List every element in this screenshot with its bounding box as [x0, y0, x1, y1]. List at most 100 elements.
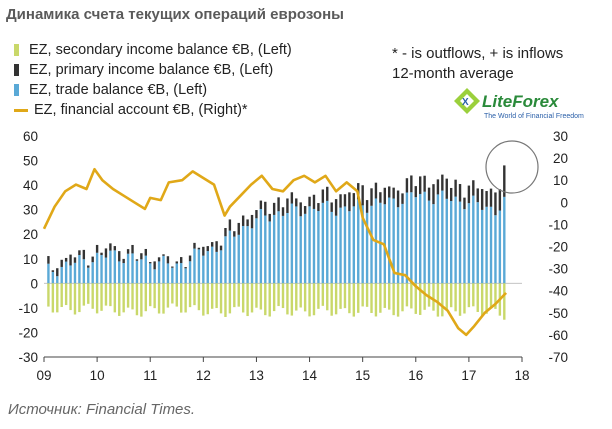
- primary-income-bar: [166, 256, 170, 264]
- trade-balance-bar: [69, 265, 72, 284]
- svg-text:X: X: [462, 97, 469, 108]
- secondary-income-bar: [268, 283, 271, 317]
- primary-income-bar: [126, 249, 130, 254]
- primary-income-bar: [463, 197, 466, 210]
- primary-income-bar: [365, 200, 369, 213]
- trade-balance-bar: [272, 214, 276, 284]
- primary-income-bar: [131, 244, 134, 254]
- primary-income-bar: [321, 189, 325, 203]
- chart-note: * - is outflows, + is inflows 12-month a…: [392, 44, 563, 84]
- legend-swatch-primary: [14, 64, 19, 76]
- secondary-income-bar: [326, 283, 329, 311]
- legend-item-primary-income: EZ, primary income balance €B, (Left): [14, 60, 292, 80]
- secondary-income-bar: [51, 283, 55, 313]
- y-right-tick-label: 0: [560, 195, 568, 210]
- primary-income-bar: [255, 210, 258, 219]
- trade-balance-bar: [485, 206, 488, 284]
- secondary-income-bar: [392, 283, 395, 316]
- trade-balance-bar: [277, 211, 280, 284]
- primary-income-bar: [379, 192, 382, 203]
- legend-label: EZ, financial account €B, (Right)*: [34, 102, 248, 118]
- y-right-tick-label: -60: [548, 328, 568, 343]
- primary-income-bar: [153, 261, 156, 270]
- trade-balance-bar: [357, 199, 360, 284]
- primary-income-bar: [290, 192, 294, 204]
- secondary-income-bar: [352, 283, 356, 317]
- secondary-income-bar: [472, 283, 475, 307]
- primary-income-bar: [410, 175, 413, 193]
- y-right-tick-label: -40: [548, 284, 568, 299]
- primary-income-bar: [489, 188, 493, 207]
- primary-income-bar: [56, 268, 59, 277]
- primary-income-bar: [312, 194, 316, 209]
- logo-tagline: The World of Financial Freedom: [484, 113, 584, 120]
- note-line-2: 12-month average: [392, 65, 514, 82]
- secondary-income-bar: [365, 283, 369, 307]
- secondary-income-bar: [303, 283, 307, 312]
- legend-label: EZ, secondary income balance €B, (Left): [29, 42, 292, 58]
- primary-income-bar: [78, 250, 81, 256]
- source-text: Источник: Financial Times.: [8, 401, 196, 418]
- trade-balance-bar: [441, 190, 444, 284]
- trade-balance-bar: [427, 200, 431, 284]
- primary-income-bar: [308, 196, 311, 207]
- primary-income-bar: [419, 176, 422, 194]
- secondary-income-bar: [401, 283, 404, 312]
- trade-balance-bar: [122, 263, 125, 284]
- secondary-income-bar: [272, 283, 276, 312]
- secondary-income-bar: [259, 283, 263, 310]
- primary-income-bar: [467, 185, 471, 204]
- primary-income-bar: [436, 179, 440, 195]
- primary-income-bar: [334, 199, 338, 216]
- secondary-income-bar: [449, 283, 453, 308]
- y-left-tick-label: 30: [23, 203, 38, 218]
- trade-balance-bar: [445, 198, 448, 284]
- primary-income-bar: [454, 179, 457, 197]
- trade-balance-bar: [219, 250, 223, 284]
- primary-income-bar: [215, 241, 218, 252]
- y-right-tick-label: 20: [553, 151, 568, 166]
- trade-balance-bar: [370, 205, 373, 284]
- trade-balance-bar: [157, 261, 161, 284]
- secondary-income-bar: [224, 283, 227, 317]
- primary-income-bar: [250, 214, 254, 229]
- secondary-income-bar: [379, 283, 382, 313]
- primary-income-bar: [339, 194, 342, 208]
- primary-income-bar: [197, 247, 201, 250]
- x-tick-label: 10: [90, 368, 105, 383]
- chart-axes: 60 50 40 30 20 10 0 -10 -20 -30 30 20 10 0 -10 -20 -30 -4…: [18, 129, 568, 383]
- trade-balance-bar: [414, 197, 417, 284]
- trade-balance-bar: [233, 236, 236, 284]
- trade-balance-bar: [410, 192, 413, 284]
- secondary-income-bar: [250, 283, 254, 313]
- trade-balance-bar: [503, 196, 506, 284]
- secondary-income-bar: [383, 283, 386, 308]
- primary-income-bar: [91, 256, 94, 263]
- primary-income-bar: [299, 202, 302, 217]
- secondary-income-bar: [193, 283, 196, 306]
- primary-income-bar: [69, 254, 72, 266]
- y-left-tick-label: 0: [30, 276, 38, 291]
- trade-balance-bar: [321, 202, 325, 284]
- secondary-income-bar: [489, 283, 493, 309]
- primary-income-bar: [503, 165, 506, 197]
- primary-income-bar: [219, 245, 223, 251]
- trade-balance-bar: [100, 255, 103, 284]
- logo-icon: X: [454, 88, 480, 114]
- primary-income-bar: [87, 265, 90, 268]
- primary-income-bar: [405, 178, 409, 193]
- secondary-income-bar: [95, 283, 99, 314]
- secondary-income-bar: [180, 283, 183, 313]
- primary-income-bar: [233, 231, 236, 237]
- trade-balance-bar: [264, 215, 267, 284]
- primary-income-bar: [100, 252, 103, 256]
- secondary-income-bar: [237, 283, 240, 307]
- primary-income-bar: [423, 175, 426, 192]
- note-line-1: * - is outflows, + is inflows: [392, 45, 564, 62]
- secondary-income-bar: [312, 283, 316, 316]
- primary-income-bar: [149, 262, 152, 264]
- primary-income-bar: [113, 246, 117, 251]
- trade-balance-bar: [432, 204, 435, 284]
- primary-income-bar: [458, 184, 462, 202]
- secondary-income-bar: [69, 283, 72, 311]
